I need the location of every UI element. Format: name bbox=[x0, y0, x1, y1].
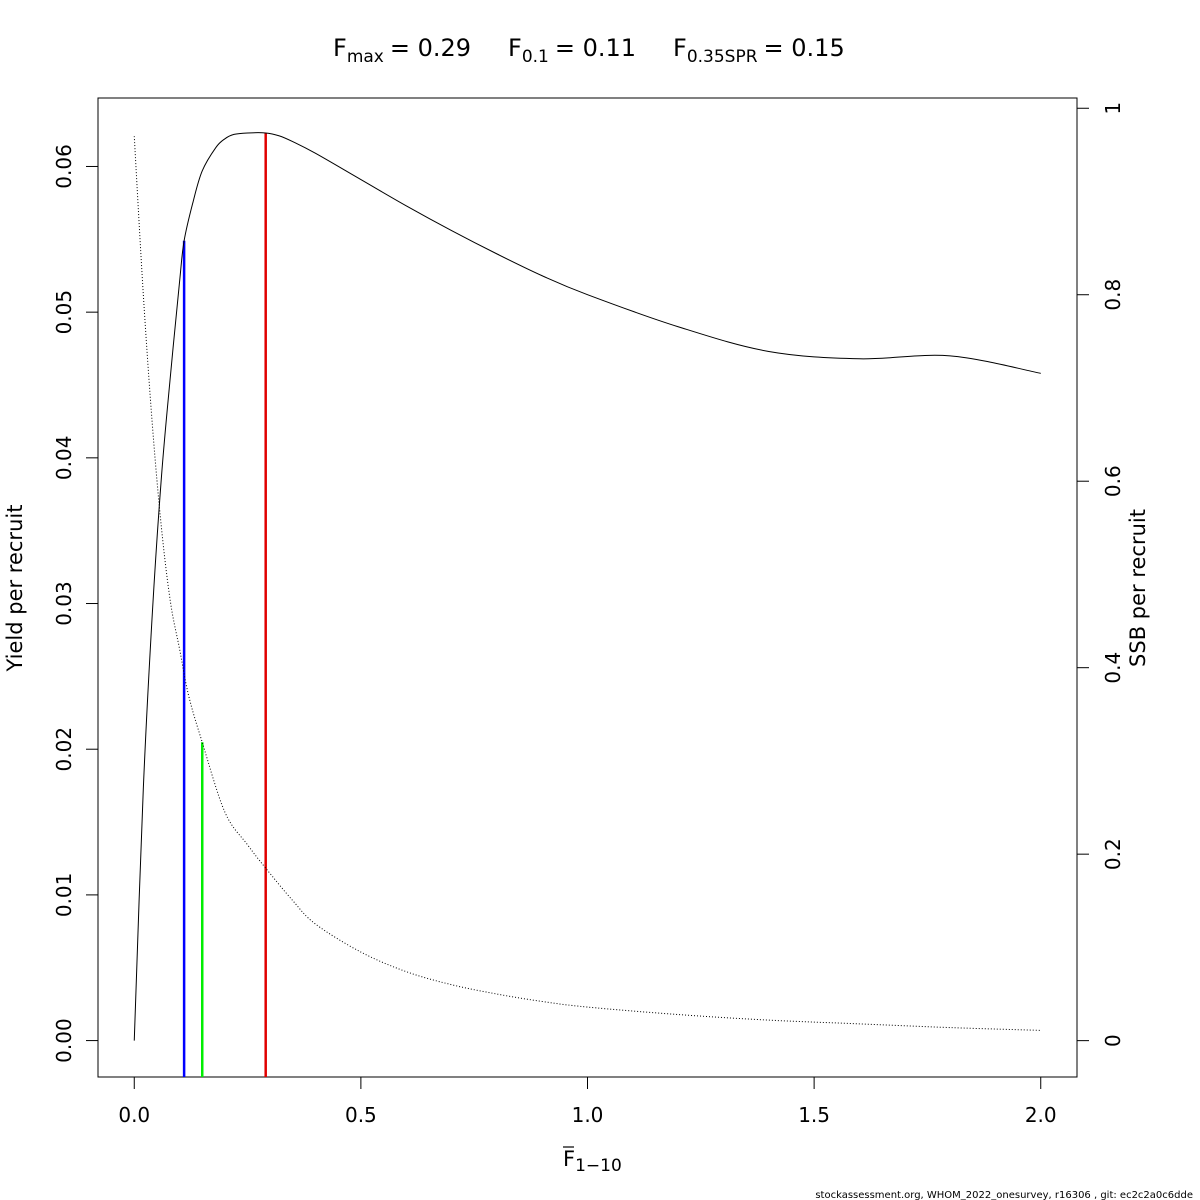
x-tick-label: 1.5 bbox=[798, 1103, 830, 1127]
footer-credit: stockassessment.org, WHOM_2022_onesurvey… bbox=[815, 1190, 1193, 1200]
y-tick-label: 0.06 bbox=[52, 144, 76, 189]
y2-tick-label: 0 bbox=[1101, 1034, 1125, 1047]
ssb-per-recruit-curve bbox=[133, 136, 1041, 1031]
y2-tick-label: 0.8 bbox=[1101, 279, 1125, 311]
y2-axis-title: SSB per recruit bbox=[1126, 509, 1150, 667]
x-tick-label: 1.0 bbox=[572, 1103, 604, 1127]
y2-tick-label: 0.2 bbox=[1101, 838, 1125, 870]
y2-tick-label: 1 bbox=[1101, 102, 1125, 115]
plot-frame bbox=[97, 97, 1078, 1078]
y-tick-label: 0.00 bbox=[52, 1018, 76, 1063]
x-axis: 0.0 0.5 1.0 1.5 2.0 bbox=[118, 1077, 1057, 1127]
x-tick-label: 0.5 bbox=[345, 1103, 377, 1127]
chart-title: Fmax = 0.29 F0.1 = 0.11 F0.35SPR = 0.15 bbox=[333, 34, 845, 67]
y2-tick-label: 0.4 bbox=[1101, 652, 1125, 684]
reference-lines bbox=[182, 132, 267, 1077]
y-tick-label: 0.01 bbox=[52, 873, 76, 918]
y-tick-label: 0.05 bbox=[52, 290, 76, 335]
y-tick-label: 0.02 bbox=[52, 727, 76, 772]
y-axis-left: 0.00 0.01 0.02 0.03 0.04 0.05 0.06 bbox=[52, 144, 98, 1063]
y-tick-label: 0.04 bbox=[52, 436, 76, 481]
x-axis-title: F1−10 bbox=[563, 1147, 622, 1176]
series-layer bbox=[133, 132, 1041, 1041]
y-axis-title: Yield per recruit bbox=[3, 505, 27, 673]
y2-tick-label: 0.6 bbox=[1101, 465, 1125, 497]
yield-per-recruit-curve bbox=[133, 132, 1041, 1041]
y-axis-right: 0 0.2 0.4 0.6 0.8 1 bbox=[1077, 102, 1125, 1047]
y-tick-label: 0.03 bbox=[52, 581, 76, 626]
x-tick-label: 0.0 bbox=[118, 1103, 150, 1127]
x-tick-label: 2.0 bbox=[1025, 1103, 1057, 1127]
